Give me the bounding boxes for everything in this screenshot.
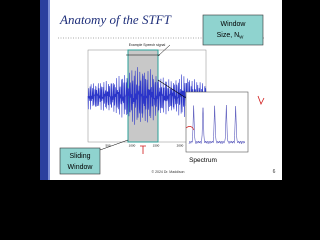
callout-text: Size, N <box>217 32 240 39</box>
ink-mark <box>257 95 265 105</box>
side-bar <box>40 0 48 180</box>
callout-text: Sliding <box>69 153 90 160</box>
callout-pointer <box>99 139 129 151</box>
ink-mark <box>185 126 195 131</box>
x-ticks: 500 1000 1500 2000 <box>105 144 183 148</box>
x-tick-label: 1500 <box>153 144 160 148</box>
footer: © 2024 Dr. Maddison <box>152 170 185 174</box>
side-bar-edge <box>48 0 50 180</box>
ink-mark <box>140 145 146 154</box>
x-tick-label: 2000 <box>177 144 184 148</box>
x-tick-label: 1000 <box>129 144 136 148</box>
slide-screenshot: Anatomy of the STFT Example Speech signa… <box>40 0 282 180</box>
callout-text: Window <box>68 164 94 171</box>
callout-text: Size, NW <box>217 32 245 40</box>
slide-title: Anatomy of the STFT <box>59 12 172 27</box>
x-tick-label: 500 <box>105 144 110 148</box>
spectrum-line <box>188 105 246 145</box>
callout-text: Window <box>221 21 247 28</box>
spectrum-arrow <box>157 79 187 99</box>
waveform <box>87 67 207 125</box>
callout-pointer <box>157 44 171 57</box>
callout-subscript: W <box>239 35 244 40</box>
page-number: 6 <box>273 169 276 175</box>
spectrum-label: Spectrum <box>189 157 217 164</box>
plot-title: Example Speech signal <box>129 43 166 47</box>
window-size-callout <box>202 14 264 46</box>
sliding-window-callout <box>59 147 101 175</box>
